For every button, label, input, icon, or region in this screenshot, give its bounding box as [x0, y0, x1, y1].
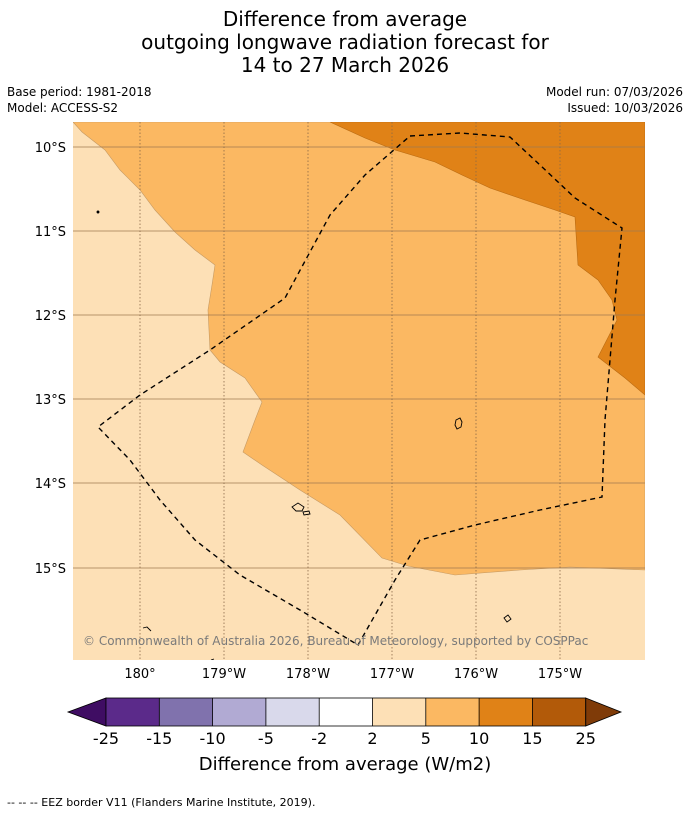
islet-southwest [142, 626, 152, 632]
colorbar-swatch-10-15 [479, 698, 533, 726]
lon-label-178w: 178°W [286, 667, 330, 682]
islands [96, 210, 512, 660]
colorbar-swatch-minus5-minus2 [265, 698, 320, 726]
lon-label-176w: 176°W [454, 667, 498, 682]
lat-label-15s: 15°S [35, 562, 66, 577]
colorbar-swatch-minus2-2 [319, 698, 373, 726]
colorbar-swatch-15-25 [532, 698, 586, 726]
lon-label-179w: 179°W [202, 667, 246, 682]
colorbar-frame [105, 697, 587, 727]
lon-label-175w: 175°W [538, 667, 582, 682]
meta-left: Base period: 1981-2018 Model: ACCESS-S2 [7, 84, 152, 116]
colorbar-separators [158, 698, 533, 726]
colorbar-tick-minus15: -15 [146, 729, 172, 748]
copyright-text: © Commonwealth of Australia 2026, Bureau… [83, 634, 588, 648]
model-name: Model: ACCESS-S2 [7, 101, 119, 115]
islet-south [210, 658, 215, 660]
lat-label-14s: 14°S [35, 477, 66, 492]
colorbar-label: Difference from average (W/m2) [199, 754, 491, 775]
longitude-labels: 180° 179°W 178°W 177°W 176°W 175°W [124, 667, 582, 682]
lon-label-177w: 177°W [370, 667, 414, 682]
map-area [73, 122, 645, 660]
chart-title: Difference from average outgoing longwav… [0, 8, 690, 77]
lat-label-11s: 11°S [35, 225, 66, 240]
island-central [291, 502, 305, 512]
colorbar: -25 -15 -10 -5 -2 2 5 10 15 25 Differenc… [66, 697, 623, 775]
island-southeast [503, 614, 512, 623]
colorbar-tick-2: 2 [367, 729, 377, 748]
model-run: Model run: 07/03/2026 [545, 85, 683, 99]
latitude-gridlines [73, 146, 645, 569]
lat-label-12s: 12°S [35, 309, 66, 324]
issued-date: Issued: 10/03/2026 [567, 101, 683, 115]
colorbar-swatch-minus10-minus5 [212, 698, 266, 726]
lon-label-180: 180° [124, 667, 155, 682]
colorbar-tick-minus2: -2 [311, 729, 327, 748]
title-line-2: outgoing longwave radiation forecast for [141, 30, 549, 54]
island-central-small [302, 510, 311, 516]
meta-right: Model run: 07/03/2026 Issued: 10/03/2026 [546, 84, 683, 116]
title-line-1: Difference from average [222, 7, 468, 31]
title-line-3: 14 to 27 March 2026 [240, 53, 450, 77]
colorbar-extend-high [585, 697, 623, 727]
longitude-gridlines [139, 122, 561, 660]
colorbar-swatch-minus25-minus15 [106, 698, 160, 726]
base-period: Base period: 1981-2018 [7, 85, 152, 99]
colorbar-tick-25: 25 [576, 729, 596, 748]
islet-northwest [96, 210, 100, 214]
anomaly-region-5-to-10 [73, 122, 645, 576]
colorbar-tick-minus10: -10 [200, 729, 226, 748]
lat-label-10s: 10°S [35, 141, 66, 156]
island-east [454, 417, 463, 430]
colorbar-extend-low [66, 697, 107, 727]
latitude-labels: 10°S 11°S 12°S 13°S 14°S 15°S [35, 141, 66, 577]
lat-label-13s: 13°S [35, 393, 66, 408]
colorbar-tick-15: 15 [522, 729, 542, 748]
colorbar-tick-10: 10 [469, 729, 489, 748]
colorbar-ticks: -25 -15 -10 -5 -2 2 5 10 15 25 [93, 729, 596, 748]
colorbar-tick-5: 5 [421, 729, 431, 748]
colorbar-swatch-5-10 [425, 698, 480, 726]
eez-footnote: -- -- -- EEZ border V11 (Flanders Marine… [7, 796, 316, 809]
colorbar-tick-minus5: -5 [258, 729, 274, 748]
anomaly-region-10-to-15 [329, 122, 645, 396]
colorbar-swatch-2-5 [372, 698, 426, 726]
colorbar-swatch-minus15-minus10 [159, 698, 213, 726]
eez-border [96, 132, 623, 646]
colorbar-tick-minus25: -25 [93, 729, 119, 748]
